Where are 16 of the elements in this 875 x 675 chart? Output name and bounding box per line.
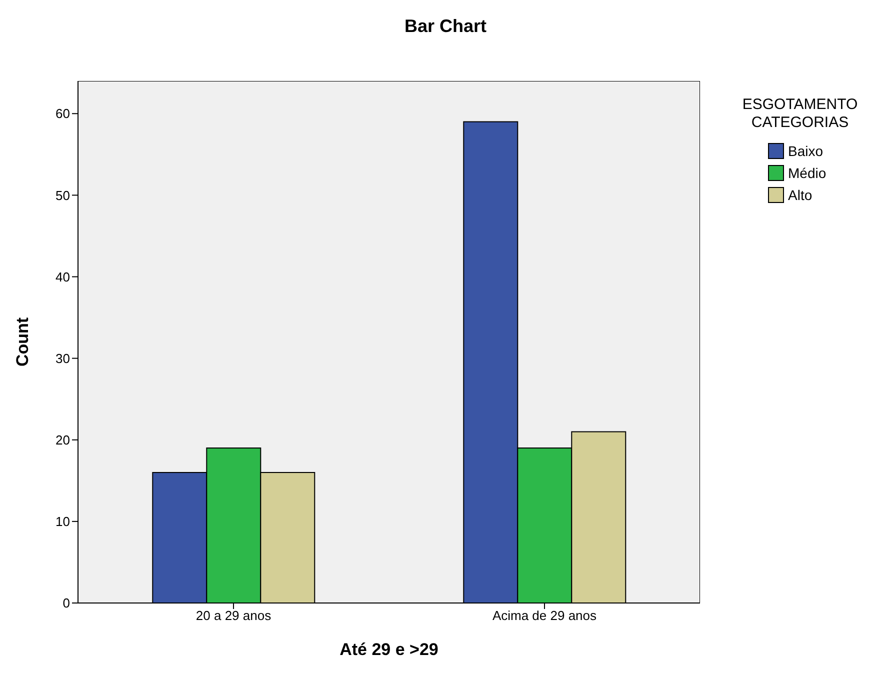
y-tick-label: 0 xyxy=(62,596,70,611)
y-tick-label: 40 xyxy=(56,269,70,284)
legend-title: ESGOTAMENTO CATEGORIAS xyxy=(741,96,859,132)
x-tick-label: Acima de 29 anos xyxy=(492,608,598,624)
y-tick-label: 20 xyxy=(56,432,70,448)
y-axis-title: Count xyxy=(13,317,32,367)
chart-title: Bar Chart xyxy=(403,16,488,37)
legend-label: Baixo xyxy=(788,143,824,159)
y-tick-label: 50 xyxy=(56,188,70,203)
legend-label: Alto xyxy=(788,187,812,203)
legend-label: Médio xyxy=(788,165,826,181)
x-tick-label: 20 a 29 anos xyxy=(196,608,272,624)
y-tick-label: 10 xyxy=(56,514,70,530)
y-tick-label: 60 xyxy=(56,106,70,122)
y-tick-label: 30 xyxy=(56,350,70,366)
x-axis-title: Até 29 e >29 xyxy=(340,640,438,659)
